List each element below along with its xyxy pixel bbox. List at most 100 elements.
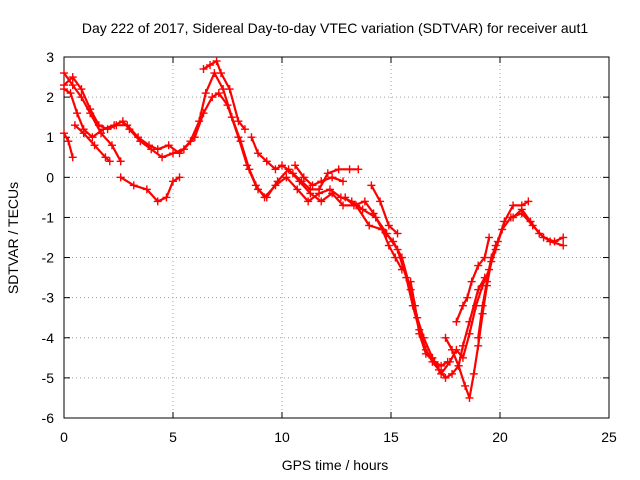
- data-point: [367, 181, 376, 190]
- data-point: [430, 357, 439, 366]
- data-point: [360, 197, 369, 206]
- data-point: [118, 117, 127, 126]
- data-point: [60, 69, 68, 78]
- y-tick-label: -3: [42, 290, 55, 306]
- data-point: [227, 113, 236, 122]
- data-point: [201, 89, 210, 98]
- data-point: [317, 177, 326, 186]
- data-point: [282, 173, 291, 182]
- data-point: [73, 109, 82, 118]
- y-tick-label: -4: [42, 330, 55, 346]
- data-point: [212, 57, 221, 66]
- data-point: [245, 165, 254, 174]
- data-point: [415, 329, 424, 338]
- data-point: [103, 125, 112, 134]
- data-point: [334, 165, 343, 174]
- y-tick-label: 2: [46, 89, 54, 105]
- data-point: [546, 237, 555, 246]
- data-point: [441, 373, 450, 382]
- data-point: [559, 241, 568, 250]
- data-point: [437, 361, 446, 370]
- series-track-10: [341, 193, 406, 274]
- data-point: [116, 173, 125, 182]
- data-point: [410, 301, 419, 310]
- data-point: [129, 181, 138, 190]
- x-tick-label: 10: [274, 429, 290, 445]
- series-line: [73, 124, 111, 163]
- data-point: [559, 233, 568, 242]
- data-point: [162, 193, 171, 202]
- data-point: [105, 157, 114, 166]
- data-point: [288, 169, 297, 178]
- y-tick-label: 3: [46, 49, 54, 65]
- data-point: [134, 133, 143, 142]
- data-point: [278, 161, 286, 170]
- data-point: [68, 73, 77, 82]
- series-track-4: [60, 69, 568, 378]
- data-point: [467, 277, 476, 286]
- data-point: [509, 213, 518, 222]
- data-point: [323, 169, 332, 178]
- series-track-6: [116, 173, 184, 206]
- data-point: [77, 85, 86, 94]
- data-point: [68, 153, 77, 162]
- data-point: [199, 65, 208, 74]
- data-point: [524, 197, 533, 206]
- data-point: [441, 333, 450, 342]
- data-point: [448, 369, 457, 378]
- data-point: [70, 121, 79, 130]
- data-point: [254, 149, 263, 158]
- data-point: [443, 357, 452, 366]
- y-axis-label: SDTVAR / TECUs: [5, 182, 21, 294]
- data-point: [469, 369, 478, 378]
- data-point: [66, 89, 75, 98]
- data-point: [308, 181, 317, 190]
- data-point: [94, 121, 103, 130]
- data-point: [328, 189, 337, 198]
- y-tick-label: -1: [42, 209, 55, 225]
- plot-frame: [63, 56, 610, 419]
- data-point: [535, 229, 544, 238]
- data-point: [437, 369, 446, 378]
- data-point: [478, 301, 487, 310]
- series-track-16: [509, 205, 568, 250]
- grid: [64, 57, 609, 418]
- data-point: [101, 153, 110, 162]
- data-point: [500, 217, 509, 226]
- data-point: [214, 89, 223, 98]
- data-point: [247, 133, 256, 142]
- y-tick-labels: -6 -5 -4 -3 -2 -1 0 1 2 3: [42, 49, 55, 426]
- data-point: [186, 137, 195, 146]
- data-point: [345, 165, 354, 174]
- data-point: [465, 393, 474, 402]
- chart-title: Day 222 of 2017, Sidereal Day-to-day VTE…: [82, 20, 589, 36]
- data-point: [236, 137, 245, 146]
- data-point: [240, 125, 249, 134]
- y-tick-label: 1: [46, 129, 54, 145]
- series-track-5: [70, 121, 114, 166]
- data-point: [306, 185, 315, 194]
- data-point: [509, 201, 518, 210]
- x-tick-label: 5: [169, 429, 177, 445]
- x-tick-label: 25: [601, 429, 617, 445]
- data-point: [145, 141, 154, 150]
- data-point: [458, 301, 467, 310]
- data-point: [376, 197, 385, 206]
- series-track-14: [452, 233, 494, 326]
- data-point: [153, 145, 162, 154]
- data-point: [169, 177, 177, 186]
- data-point: [315, 185, 324, 194]
- series-track-8: [247, 133, 363, 194]
- data-point: [485, 233, 494, 242]
- data-point: [474, 261, 483, 270]
- data-point: [297, 177, 306, 186]
- data-point: [341, 193, 350, 202]
- data-point: [195, 117, 204, 126]
- series-track-1: [60, 129, 77, 162]
- data-point: [60, 81, 68, 90]
- data-point: [474, 333, 483, 342]
- data-point: [463, 293, 472, 302]
- y-tick-label: 0: [46, 169, 54, 185]
- x-tick-labels: 0 5 10 15 20 25: [60, 429, 617, 445]
- data-point: [79, 129, 88, 138]
